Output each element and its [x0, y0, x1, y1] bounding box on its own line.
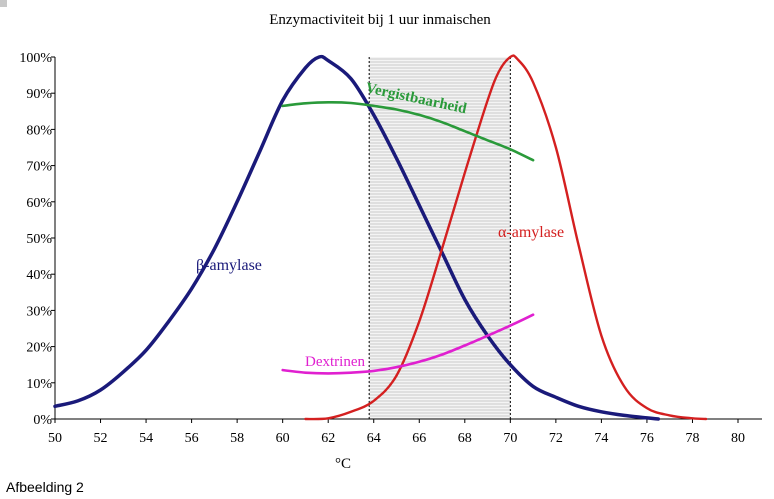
x-tick-label: 56	[185, 431, 199, 446]
y-tick-label: 40%	[26, 268, 52, 283]
y-tick-label: 100%	[19, 51, 52, 66]
x-tick-label: 70	[503, 431, 517, 446]
temperature-range-shading	[368, 57, 511, 419]
y-tick-label: 10%	[26, 377, 52, 392]
x-tick-label: 78	[685, 431, 699, 446]
axes: 0% 10% 20% 30% 40% 50% 60% 70% 80% 90% 100% 50 52 54 5…	[19, 51, 762, 446]
x-tick-label: 58	[230, 431, 244, 446]
x-tick-label: 52	[94, 431, 108, 446]
series-label: α-amylase	[498, 224, 564, 241]
series-labels: β-amylaseα-amylaseVergistbaarheidDextrin…	[196, 80, 564, 370]
series-line	[304, 54, 708, 421]
x-tick-label: 54	[139, 431, 153, 446]
series-lines	[53, 54, 708, 421]
y-tick-label: 80%	[26, 123, 52, 138]
x-tick-label: 64	[367, 431, 381, 446]
y-tick-label: 20%	[26, 341, 52, 356]
y-tick-label: 30%	[26, 304, 52, 319]
x-tick-label: 72	[549, 431, 563, 446]
corner-marker	[0, 0, 7, 7]
x-tick-label: 68	[458, 431, 472, 446]
x-tick-label: 66	[412, 431, 426, 446]
chart-title: Enzymactiviteit bij 1 uur inmaischen	[269, 12, 491, 28]
y-tick-label: 90%	[26, 87, 52, 102]
y-tick-label: 70%	[26, 160, 52, 175]
x-axis-label: °C	[335, 456, 351, 472]
series-line	[281, 313, 535, 375]
series-line	[281, 100, 535, 162]
x-tick-label: 50	[48, 431, 62, 446]
figure-caption: Afbeelding 2	[6, 479, 84, 495]
x-tick-label: 80	[731, 431, 745, 446]
y-tick-label: 50%	[26, 232, 52, 247]
series-line	[53, 54, 661, 421]
x-tick-label: 62	[321, 431, 335, 446]
series-label: Dextrinen	[305, 354, 365, 370]
x-tick-label: 74	[594, 431, 608, 446]
x-tick-label: 60	[276, 431, 290, 446]
series-label: β-amylase	[196, 257, 262, 274]
y-tick-label: 0%	[33, 413, 52, 428]
x-tick-label: 76	[640, 431, 654, 446]
y-tick-label: 60%	[26, 196, 52, 211]
